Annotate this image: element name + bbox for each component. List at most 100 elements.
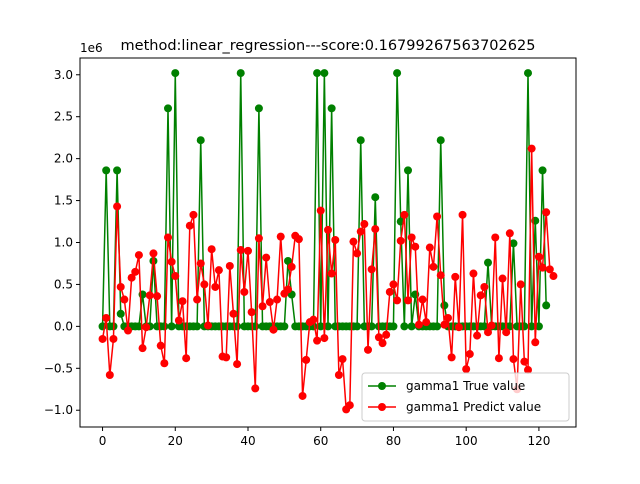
data-point [393, 296, 402, 305]
data-point [102, 313, 111, 322]
data-point [465, 350, 474, 359]
data-point [476, 291, 485, 300]
data-point [171, 69, 180, 78]
data-point [276, 232, 285, 241]
data-point [174, 316, 183, 325]
data-point [120, 295, 129, 304]
data-point [527, 144, 536, 153]
data-point [284, 256, 292, 265]
data-point [309, 315, 318, 324]
data-point [327, 104, 336, 113]
data-point [462, 365, 471, 374]
data-point [124, 326, 132, 335]
data-point [374, 333, 383, 342]
data-point [498, 274, 507, 283]
y-tick-label: 3.0 [54, 68, 73, 82]
data-point [440, 301, 449, 310]
data-point [469, 269, 478, 278]
data-point [102, 166, 111, 175]
data-point [229, 309, 238, 318]
data-point [196, 259, 205, 268]
data-point [545, 265, 554, 274]
data-point [480, 282, 489, 291]
data-point [142, 323, 151, 332]
y-tick-label: 2.0 [54, 152, 73, 166]
data-point [396, 236, 405, 245]
data-point [520, 357, 529, 366]
x-tick-label: 60 [313, 434, 328, 448]
legend: gamma1 True value gamma1 Predict value [361, 372, 570, 422]
y-tick-label: 0.0 [54, 319, 73, 333]
data-point [324, 322, 332, 331]
data-point [451, 272, 460, 281]
data-point [436, 271, 445, 280]
data-point [531, 338, 540, 347]
data-point [149, 249, 158, 258]
data-point [484, 258, 492, 267]
data-point [116, 282, 125, 291]
data-point [287, 262, 296, 271]
y-offset-label: 1e6 [80, 41, 103, 55]
data-point [189, 210, 198, 219]
legend-swatch-marker [378, 403, 386, 411]
data-point [509, 239, 518, 248]
data-point [105, 371, 114, 379]
data-point [338, 355, 347, 364]
data-point [153, 292, 162, 301]
data-point [520, 322, 529, 331]
data-point [273, 295, 282, 304]
data-point [360, 220, 369, 229]
data-point [349, 237, 358, 246]
data-point [320, 334, 329, 343]
data-point [265, 298, 274, 307]
data-point [411, 242, 420, 251]
legend-swatch-marker [378, 382, 386, 390]
data-point [527, 322, 536, 331]
data-point [356, 136, 365, 145]
data-point [233, 360, 242, 369]
data-point [364, 345, 372, 354]
data-point [254, 234, 263, 243]
data-point [353, 322, 362, 331]
data-point [171, 272, 180, 281]
y-axis: −1.0 −0.5 0.0 0.5 1.0 1.5 2.0 2.5 3.0 [44, 68, 80, 417]
data-point [487, 321, 496, 330]
data-point [294, 235, 303, 244]
data-point [298, 391, 307, 400]
data-point [327, 269, 336, 278]
data-point [313, 69, 322, 78]
legend-item: gamma1 Predict value [368, 400, 541, 414]
data-point [404, 296, 412, 305]
data-point [345, 401, 354, 410]
data-point [178, 297, 187, 306]
data-point [222, 353, 231, 362]
x-axis: 0 20 40 60 80 100 120 [99, 427, 550, 448]
data-point [109, 334, 118, 343]
data-point [400, 210, 409, 219]
data-point [116, 309, 125, 318]
x-tick-label: 0 [99, 434, 107, 448]
data-point [534, 252, 543, 261]
legend-label: gamma1 Predict value [406, 400, 541, 414]
data-point [251, 384, 260, 393]
data-point [262, 253, 271, 262]
x-tick-label: 40 [240, 434, 255, 448]
data-point [214, 266, 223, 275]
data-point [240, 287, 249, 296]
data-point [480, 322, 489, 331]
data-point [433, 212, 442, 221]
data-point [193, 322, 202, 331]
data-point [200, 280, 209, 289]
data-point [378, 339, 387, 348]
data-point [436, 136, 445, 145]
data-point [382, 330, 391, 339]
y-tick-label: 0.5 [54, 277, 73, 291]
data-point [145, 291, 154, 300]
data-point [491, 233, 500, 242]
data-point [444, 313, 452, 322]
data-point [236, 246, 245, 255]
data-point [509, 355, 518, 364]
data-point [331, 235, 340, 244]
data-point [134, 251, 143, 260]
